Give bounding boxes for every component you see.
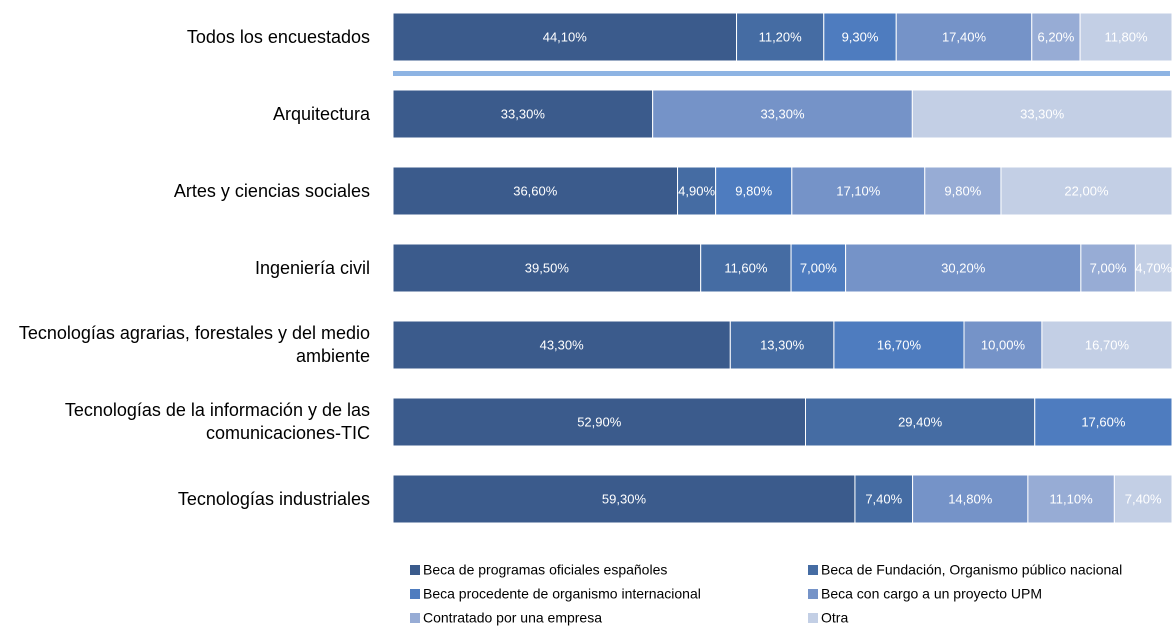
value-label: 7,40% [1125,491,1162,506]
value-label: 11,10% [1050,491,1094,506]
value-label: 7,00% [800,260,837,275]
value-label: 17,10% [836,183,881,198]
value-label: 16,70% [1085,337,1130,352]
bar-segment [729,320,835,370]
value-label: 36,60% [513,183,558,198]
value-label: 13,30% [760,337,805,352]
bar-segment [1000,166,1173,216]
bar-segment [1041,320,1173,370]
value-label: 33,30% [1020,106,1065,121]
legend-label: Beca de Fundación, Organismo público nac… [821,562,1122,578]
bar-segment [911,89,1173,139]
bar-segment [392,166,679,216]
category-label: Ingeniería civil [254,257,370,278]
category-label: Arquitectura [272,103,370,124]
value-label: 6,20% [1037,29,1074,44]
value-label: 52,90% [577,414,622,429]
legend-label: Otra [821,610,848,626]
bar-segment [392,397,807,447]
bar-segment [700,243,792,293]
bar-segment [805,397,1036,447]
bar-segment [392,243,702,293]
value-label: 7,00% [1090,260,1127,275]
value-label: 9,30% [842,29,879,44]
bar-segment [736,12,825,62]
legend-swatch [410,589,420,599]
bar-segment [823,12,897,62]
value-label: 29,40% [898,414,943,429]
legend-label: Beca con cargo a un proyecto UPM [821,586,1042,602]
bar-segment [392,12,738,62]
value-label: 22,00% [1064,183,1109,198]
bar-segment [924,166,1002,216]
legend-swatch [808,565,818,575]
legend-swatch [808,613,818,623]
value-label: 11,60% [724,260,768,275]
value-label: 17,40% [942,29,987,44]
value-label: 9,80% [944,183,981,198]
value-label: 11,20% [759,29,803,44]
value-label: 17,60% [1081,414,1126,429]
legend-label: Beca de programas oficiales españoles [423,562,667,578]
legend-label: Contratado por una empresa [423,610,602,626]
legend-swatch [808,589,818,599]
value-label: 10,00% [981,337,1026,352]
value-label: 39,50% [525,260,570,275]
bar-segment [1134,243,1173,293]
value-label: 16,70% [877,337,922,352]
bar-segment [1080,243,1136,293]
bar-segment [392,320,731,370]
category-label: Artes y ciencias sociales [173,180,370,201]
bar-segment [1113,474,1173,524]
category-label: Tecnologías de la información y de las c… [64,400,370,443]
value-label: 33,30% [760,106,805,121]
bar-segment [790,243,847,293]
category-label: Todos los encuestados [186,26,370,47]
legend-swatch [410,565,420,575]
category-label: Tecnologías industriales [177,488,370,509]
bar-segment [854,474,914,524]
bar-segment [1031,12,1081,62]
value-label: 4,90% [678,183,715,198]
value-label: 59,30% [602,491,647,506]
bar-segment [677,166,717,216]
legend-swatch [410,613,420,623]
value-label: 43,30% [540,337,585,352]
bar-segment [392,89,654,139]
bar-segment [791,166,926,216]
legend-label: Beca procedente de organismo internacion… [423,586,701,602]
separator [393,71,1170,76]
value-label: 7,40% [865,491,902,506]
value-label: 30,20% [941,260,986,275]
value-label: 11,80% [1104,29,1148,44]
bar-segment [1079,12,1173,62]
category-label: Tecnologías agrarias, forestales y del m… [18,323,370,366]
value-label: 4,70% [1135,260,1172,275]
bar-segment [715,166,793,216]
value-label: 33,30% [501,106,546,121]
value-label: 9,80% [735,183,772,198]
bar-segment [833,320,965,370]
value-label: 44,10% [543,29,588,44]
value-label: 14,80% [948,491,993,506]
bar-segment [1034,397,1173,447]
